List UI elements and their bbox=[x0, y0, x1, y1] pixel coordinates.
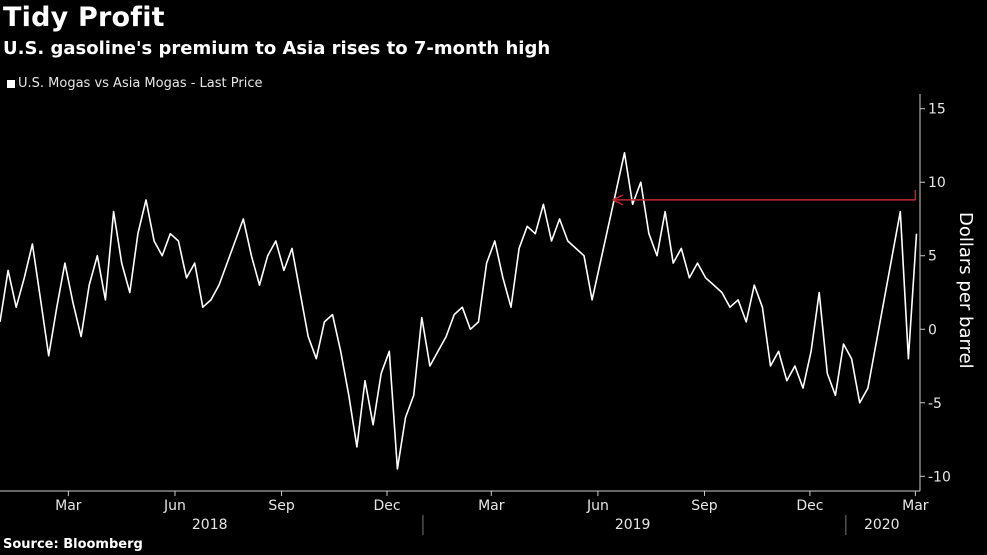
x-tick-label: Jun bbox=[586, 498, 609, 514]
x-tick-label: Dec bbox=[796, 498, 823, 514]
y-tick-label: -10 bbox=[928, 469, 951, 485]
year-label: 2020 bbox=[864, 517, 900, 533]
y-tick-label: -5 bbox=[928, 396, 942, 412]
y-tick-label: 0 bbox=[928, 322, 937, 338]
year-label: 2019 bbox=[615, 517, 651, 533]
x-tick-label: Dec bbox=[373, 498, 400, 514]
x-tick-label: Sep bbox=[268, 498, 295, 514]
x-tick-label: Jun bbox=[163, 498, 186, 514]
chart-title: Tidy Profit bbox=[3, 2, 165, 33]
legend: U.S. Mogas vs Asia Mogas - Last Price bbox=[7, 76, 262, 91]
y-tick-label: 5 bbox=[928, 249, 937, 265]
y-axis-title: Dollars per barrel bbox=[955, 212, 976, 369]
series-line bbox=[0, 152, 918, 470]
annotation-arrowhead bbox=[611, 194, 624, 206]
x-tick-label: Mar bbox=[55, 498, 82, 514]
y-tick-label: 10 bbox=[928, 175, 946, 191]
x-tick-label: Sep bbox=[691, 498, 718, 514]
chart-subtitle: U.S. gasoline's premium to Asia rises to… bbox=[3, 38, 551, 59]
x-tick-label: Mar bbox=[902, 498, 929, 514]
y-tick-label: 15 bbox=[928, 102, 946, 118]
x-tick-label: Mar bbox=[478, 498, 505, 514]
legend-swatch bbox=[7, 79, 15, 88]
year-label: 2018 bbox=[192, 517, 228, 533]
source-note: Source: Bloomberg bbox=[3, 537, 143, 552]
legend-label: U.S. Mogas vs Asia Mogas - Last Price bbox=[18, 76, 263, 91]
